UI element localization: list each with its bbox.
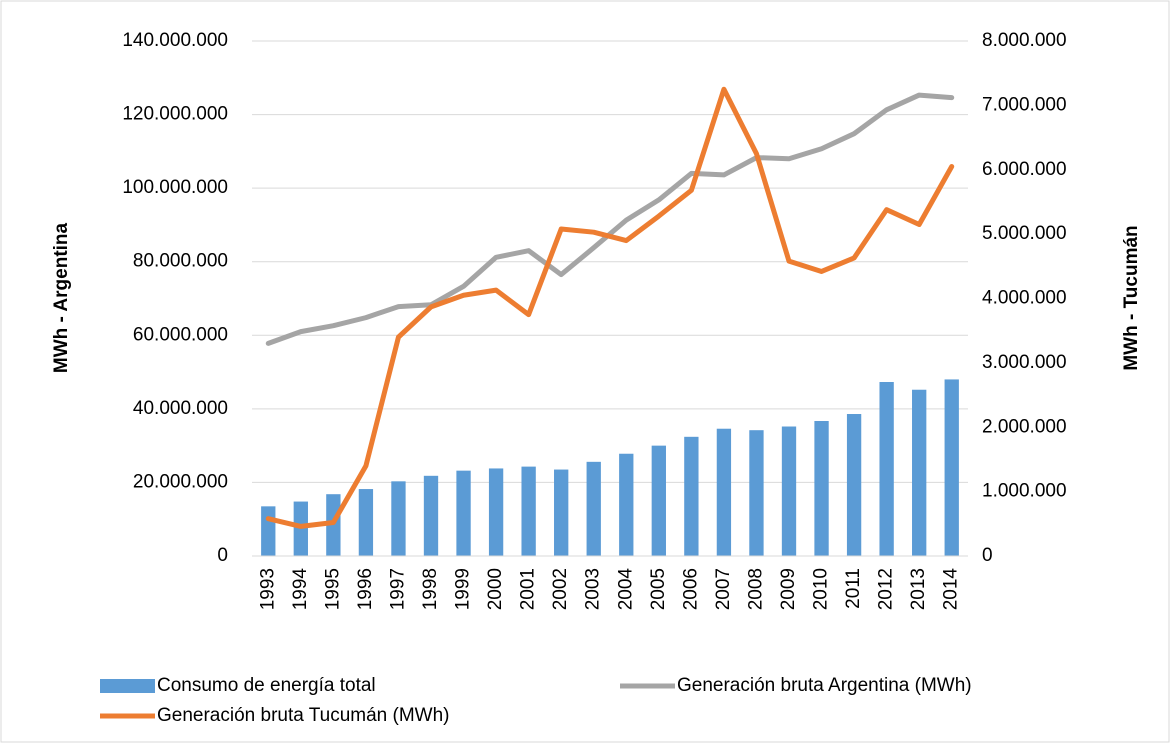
y2-tick-label: 8.000.000: [982, 30, 1067, 51]
bar: [423, 475, 439, 556]
y-tick-label: 0: [217, 545, 228, 566]
bar: [814, 420, 829, 556]
y2-tick-label: 2.000.000: [982, 416, 1067, 437]
bar: [488, 468, 504, 556]
y-axis-title: MWh - Argentina: [51, 222, 72, 373]
y2-tick-label: 3.000.000: [982, 352, 1067, 373]
bar: [521, 466, 536, 556]
bar: [912, 389, 927, 556]
legend-swatch: [100, 679, 155, 693]
bar: [716, 428, 732, 556]
legend-label: Consumo de energía total: [157, 675, 376, 696]
y2-tick-label: 7.000.000: [982, 94, 1067, 115]
x-tick-label: 2002: [550, 568, 571, 610]
x-tick-label: 1998: [420, 568, 441, 610]
line: [265, 86, 955, 529]
x-tick-label: 1994: [290, 568, 311, 611]
bar: [358, 489, 374, 556]
bar: [554, 469, 569, 556]
y2-tick-label: 6.000.000: [982, 159, 1067, 180]
x-tick-label: 1997: [387, 568, 408, 610]
x-tick-label: 2012: [876, 568, 897, 610]
y-tick-label: 20.000.000: [133, 471, 228, 492]
x-tick-label: 2013: [908, 568, 929, 610]
x-tick-label: 2006: [680, 568, 701, 610]
x-tick-label: 2010: [811, 568, 832, 610]
y2-tick-label: 1.000.000: [982, 481, 1067, 502]
x-tick-label: 2001: [518, 568, 539, 610]
y-tick-label: 40.000.000: [133, 398, 228, 419]
x-tick-label: 2000: [485, 568, 506, 610]
bar: [586, 461, 601, 556]
x-tick-label: 1996: [355, 568, 376, 610]
bar: [326, 494, 341, 556]
bar: [391, 481, 406, 556]
bar: [781, 426, 797, 556]
y2-tick-label: 4.000.000: [982, 288, 1067, 309]
y2-tick-label: 0: [982, 545, 993, 566]
x-tick-label: 1999: [453, 568, 474, 610]
x-tick-label: 2005: [648, 568, 669, 610]
bar: [846, 414, 862, 556]
bar: [261, 506, 276, 556]
x-tick-label: 2003: [583, 568, 604, 610]
y-tick-label: 100.000.000: [122, 177, 228, 198]
x-tick-label: 2004: [615, 568, 636, 611]
y-tick-label: 120.000.000: [122, 104, 228, 125]
y-tick-label: 60.000.000: [133, 324, 228, 345]
bar: [651, 445, 666, 556]
x-tick-label: 2007: [713, 568, 734, 610]
x-tick-label: 2014: [941, 568, 962, 611]
bar: [944, 379, 959, 556]
x-tick-label: 2009: [778, 568, 799, 610]
bar: [619, 453, 634, 556]
y2-tick-label: 5.000.000: [982, 223, 1067, 244]
x-tick-label: 2008: [745, 568, 766, 610]
legend-label: Generación bruta Argentina (MWh): [677, 675, 972, 696]
x-tick-label: 1993: [257, 568, 278, 610]
bar: [456, 470, 471, 556]
y-tick-label: 140.000.000: [122, 30, 228, 51]
y2-axis-title: MWh - Tucumán: [1121, 225, 1142, 370]
x-tick-label: 1995: [322, 568, 343, 610]
x-tick-label: 2011: [843, 568, 864, 609]
y-tick-label: 80.000.000: [133, 251, 228, 272]
bar: [879, 382, 894, 556]
bar: [684, 436, 699, 556]
bar: [749, 430, 764, 556]
legend-label: Generación bruta Tucumán (MWh): [157, 705, 450, 726]
